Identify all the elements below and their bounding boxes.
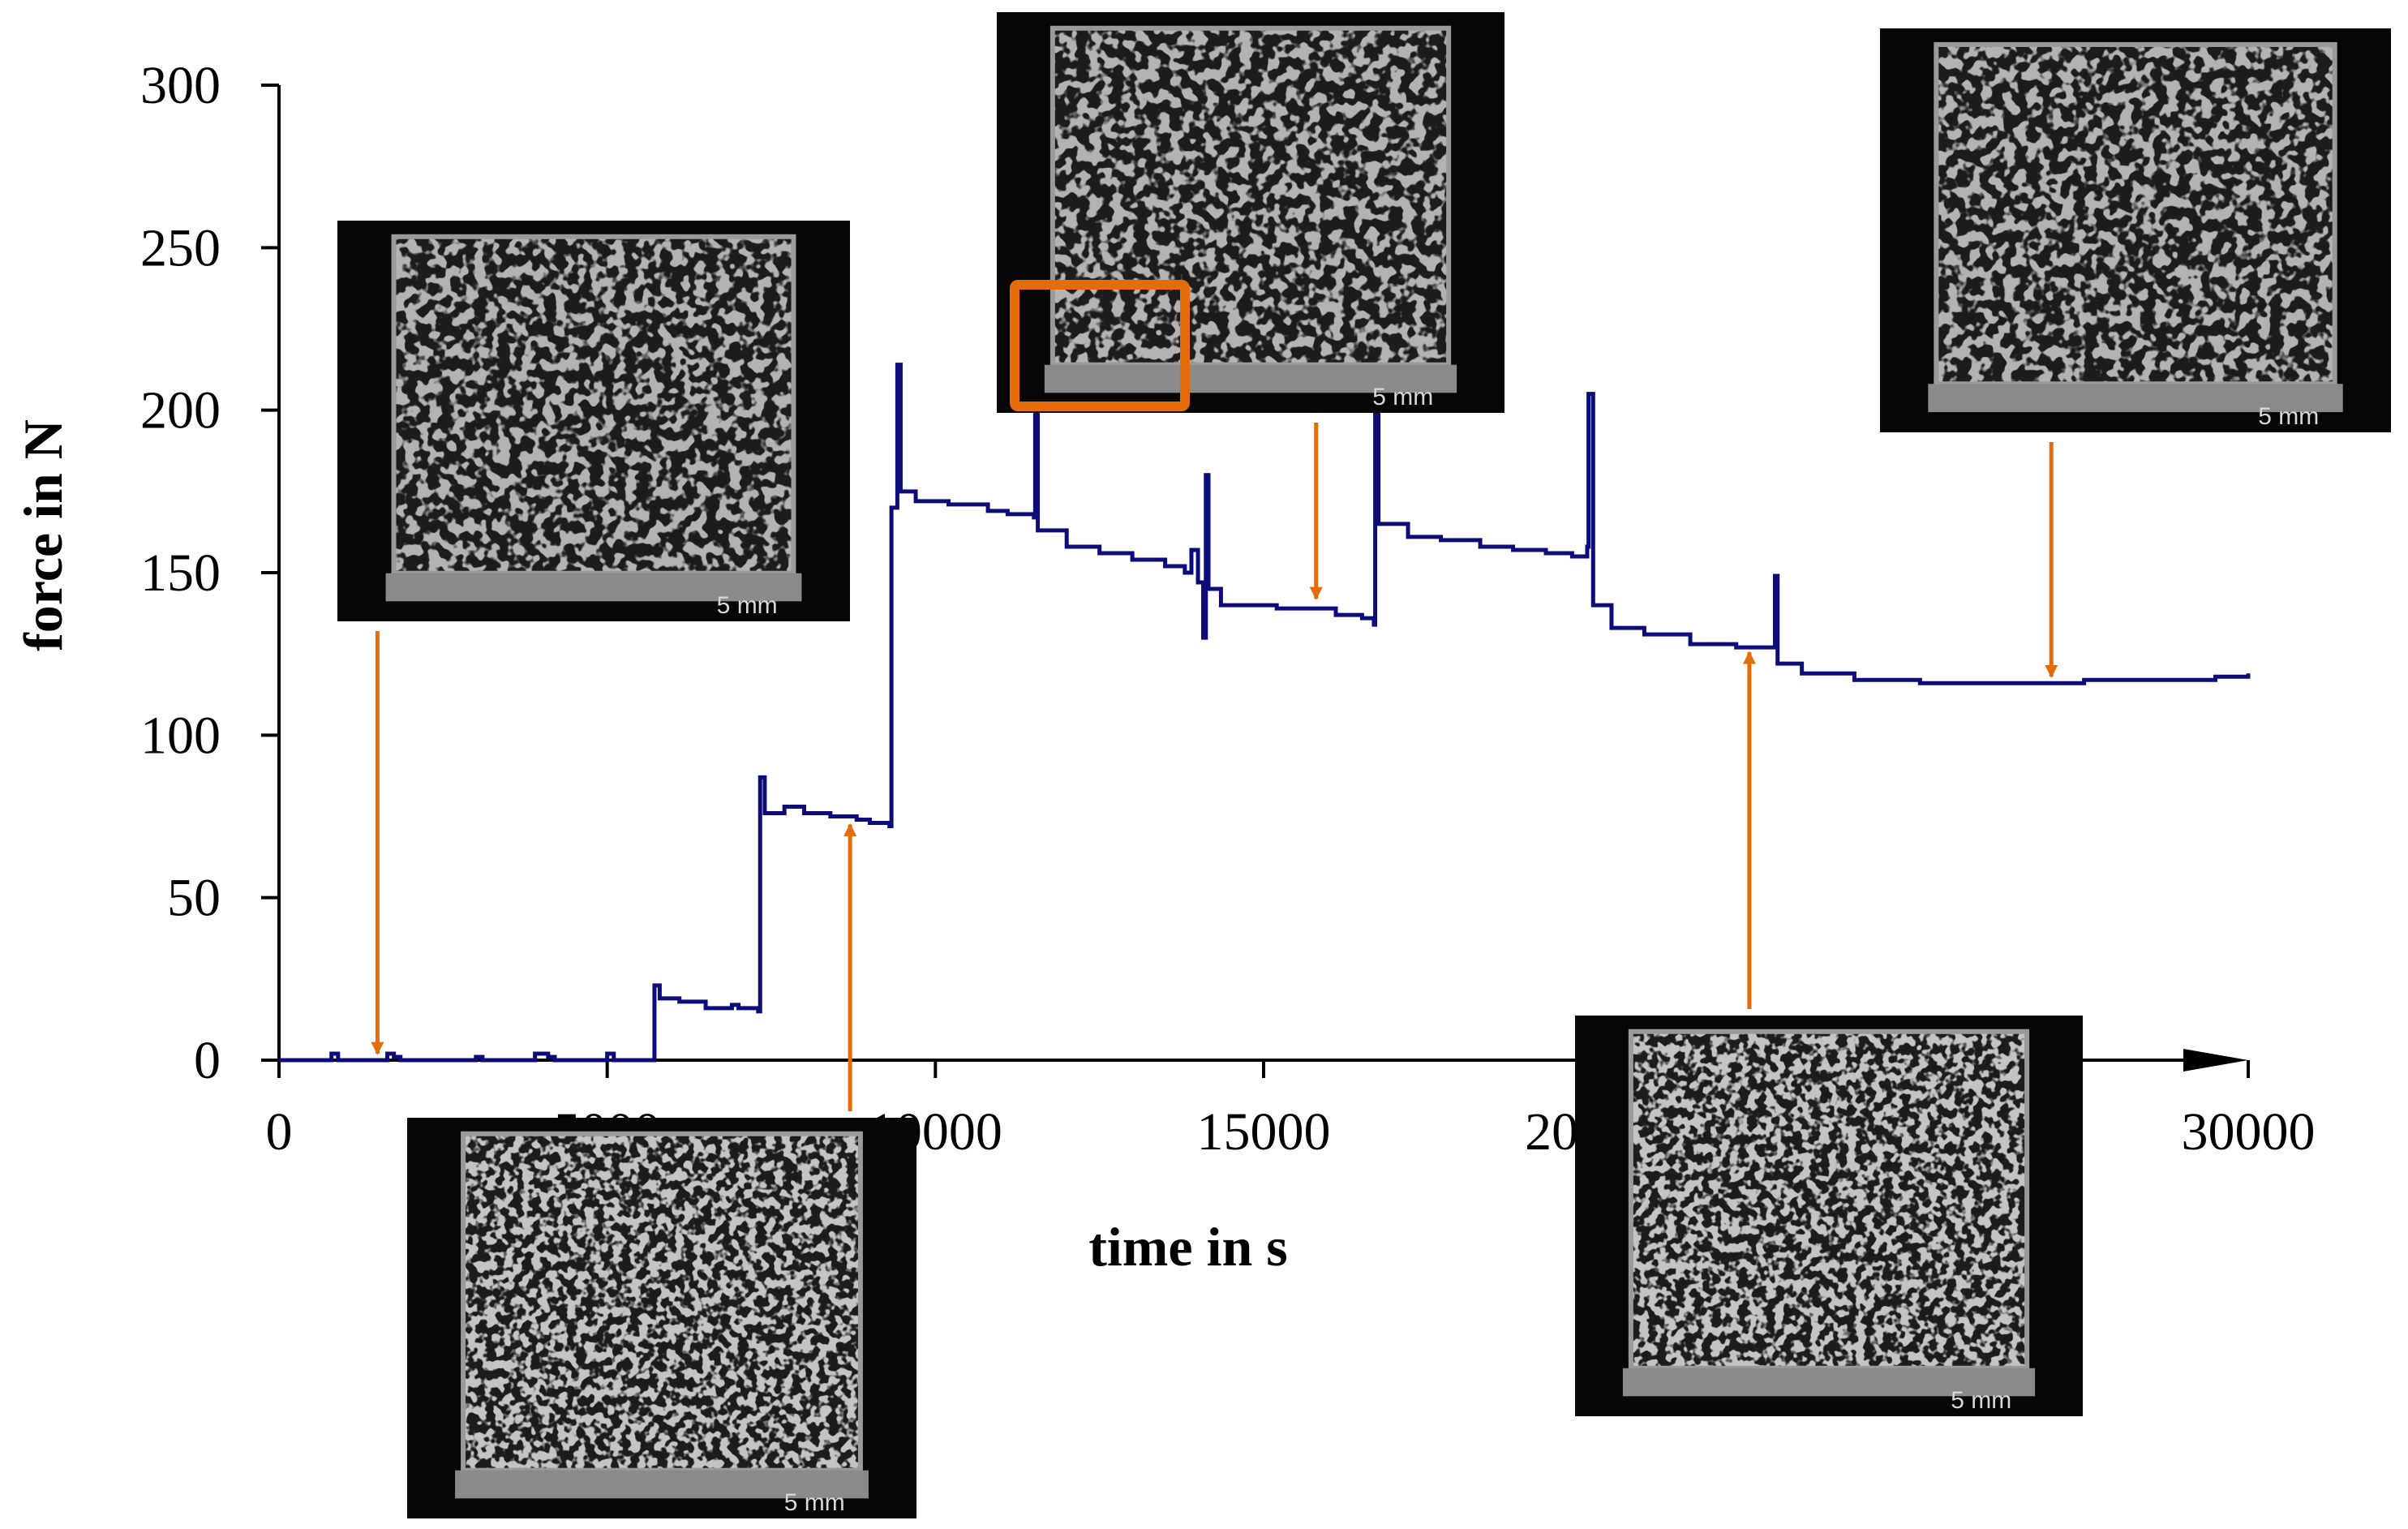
- platen: [1622, 1368, 2036, 1397]
- annotation-arrows: [371, 423, 2058, 1111]
- y-tick-label: 50: [167, 869, 221, 928]
- ct-inset: 5 mm: [1880, 28, 2391, 432]
- foam-structure: [1630, 1031, 2028, 1368]
- platen: [455, 1470, 869, 1499]
- y-tick-label: 300: [140, 56, 221, 115]
- platen: [385, 573, 802, 602]
- ct-inset: 5 mm: [337, 221, 850, 621]
- foam-structure: [1052, 28, 1449, 365]
- scale-bar-label: 5 mm: [717, 592, 778, 619]
- y-tick-label: 150: [140, 543, 221, 603]
- x-axis-title: time in s: [1088, 1216, 1288, 1278]
- y-tick-label: 100: [140, 706, 221, 765]
- ct-insets: 5 mm 5 mm 5 mm 5 mm 5 mm: [337, 12, 2391, 1518]
- highlight-box: [1010, 280, 1190, 411]
- scale-bar-label: 5 mm: [1951, 1387, 2011, 1414]
- platen: [1044, 364, 1457, 393]
- foam-structure: [1936, 44, 2335, 384]
- x-tick-label: 15000: [1197, 1102, 1331, 1162]
- foam-structure: [463, 1133, 861, 1471]
- y-tick-label: 200: [140, 381, 221, 440]
- y-ticks: 0 50 100 150 200 250 300: [140, 56, 279, 1090]
- foam-structure: [393, 236, 794, 573]
- scale-bar-label: 5 mm: [784, 1489, 845, 1516]
- x-tick-label: 0: [266, 1102, 293, 1162]
- force-series-line: [279, 327, 2251, 1063]
- ct-inset: 5 mm: [1575, 1016, 2083, 1416]
- x-tick-label: 30000: [2182, 1102, 2316, 1162]
- y-axis-title: force in N: [12, 419, 74, 651]
- x-axis-arrowhead: [2183, 1049, 2248, 1072]
- ct-inset: 5 mm: [407, 1118, 916, 1518]
- y-tick-label: 0: [194, 1031, 221, 1090]
- ct-inset: 5 mm: [997, 12, 1504, 413]
- scale-bar-label: 5 mm: [2258, 403, 2319, 430]
- platen: [1928, 384, 2343, 413]
- y-tick-label: 250: [140, 218, 221, 277]
- scale-bar-label: 5 mm: [1372, 384, 1433, 410]
